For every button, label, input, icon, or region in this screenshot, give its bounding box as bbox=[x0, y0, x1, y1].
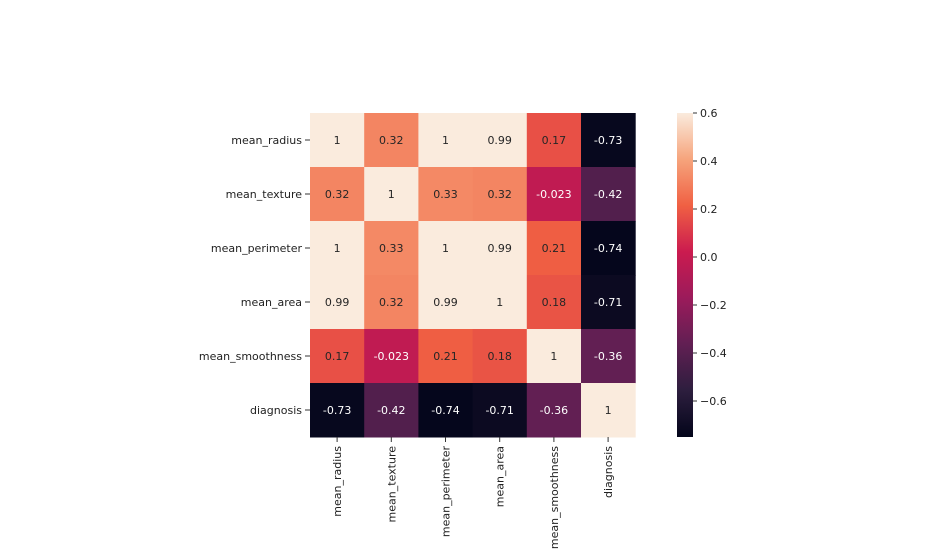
heatmap-cell-mean_smoothness-mean_texture bbox=[364, 329, 419, 384]
x-tick-label: mean_smoothness bbox=[548, 446, 561, 549]
cell-label: -0.42 bbox=[594, 188, 622, 201]
cell-label: 0.32 bbox=[325, 188, 350, 201]
cell-label: -0.36 bbox=[540, 404, 568, 417]
colorbar: 0.6 0.4 0.2 0.0 −0.2 −0.4 −0.6 bbox=[677, 107, 727, 437]
cell-label: 0.33 bbox=[379, 242, 404, 255]
x-tick-label: mean_perimeter bbox=[440, 446, 453, 538]
heatmap-cell-mean_perimeter-mean_smoothness bbox=[526, 221, 582, 276]
heatmap-cell-diagnosis-mean_radius bbox=[310, 383, 365, 438]
heatmap-cell-mean_texture-mean_texture bbox=[364, 167, 419, 222]
heatmap-cell-mean_texture-mean_area bbox=[472, 167, 528, 222]
cell-label: 0.33 bbox=[433, 188, 458, 201]
colorbar-tick-label: −0.6 bbox=[700, 395, 727, 408]
heatmap-cell-mean_texture-mean_radius bbox=[310, 167, 365, 222]
cell-label: -0.74 bbox=[431, 404, 459, 417]
heatmap-cell-mean_texture-diagnosis bbox=[581, 167, 636, 222]
cell-annotations: 1 0.32 1 0.99 0.17 -0.73 0.32 1 0.33 0.32 -0.023 -0… bbox=[323, 134, 622, 417]
cell-label: -0.023 bbox=[374, 350, 409, 363]
cell-label: 0.99 bbox=[487, 242, 512, 255]
colorbar-tick-label: −0.4 bbox=[700, 347, 727, 360]
cell-label: 0.99 bbox=[487, 134, 512, 147]
heatmap-cell-diagnosis-mean_texture bbox=[364, 383, 419, 438]
heatmap-cell-mean_perimeter-mean_perimeter bbox=[418, 221, 474, 276]
heatmap-cell-mean_area-diagnosis bbox=[581, 275, 636, 330]
heatmap-cell-mean_perimeter-mean_texture bbox=[364, 221, 419, 276]
cell-label: 0.17 bbox=[325, 350, 350, 363]
y-tick-label: mean_texture bbox=[226, 188, 303, 201]
x-tick-label: mean_radius bbox=[331, 446, 344, 517]
cell-label: 0.32 bbox=[487, 188, 512, 201]
heatmap-cell-mean_perimeter-mean_radius bbox=[310, 221, 365, 276]
cell-label: 1 bbox=[550, 350, 557, 363]
x-tick-label: diagnosis bbox=[602, 446, 615, 498]
x-tick-label: mean_texture bbox=[385, 446, 398, 523]
heatmap-cell-mean_area-mean_perimeter bbox=[418, 275, 474, 330]
cell-label: -0.023 bbox=[536, 188, 571, 201]
cell-label: 1 bbox=[496, 296, 503, 309]
heatmap-cell-mean_radius-mean_radius bbox=[310, 113, 365, 168]
heatmap-cell-mean_area-mean_radius bbox=[310, 275, 365, 330]
heatmap-cell-mean_texture-mean_smoothness bbox=[526, 167, 582, 222]
heatmap-cell-mean_radius-mean_area bbox=[472, 113, 528, 168]
y-axis: mean_radius mean_texture mean_perimetermea… bbox=[199, 134, 310, 417]
heatmap-cells bbox=[310, 113, 636, 438]
x-tick-label: mean_area bbox=[494, 446, 507, 507]
y-tick-label: mean_smoothness bbox=[199, 350, 302, 363]
heatmap-cell-mean_area-mean_texture bbox=[364, 275, 419, 330]
x-axis: mean_radius mean_texture mean_perimeter mea… bbox=[331, 437, 615, 549]
cell-label: 0.32 bbox=[379, 296, 404, 309]
colorbar-tick-label: 0.4 bbox=[700, 155, 718, 168]
cell-label: -0.71 bbox=[594, 296, 622, 309]
cell-label: 0.99 bbox=[325, 296, 350, 309]
cell-label: -0.74 bbox=[594, 242, 622, 255]
heatmap-cell-mean_perimeter-diagnosis bbox=[581, 221, 636, 276]
cell-label: 0.21 bbox=[433, 350, 458, 363]
heatmap-cell-mean_radius-mean_perimeter bbox=[418, 113, 474, 168]
heatmap-cell-mean_smoothness-mean_smoothness bbox=[526, 329, 582, 384]
colorbar-gradient bbox=[677, 113, 693, 437]
heatmap-cell-mean_smoothness-diagnosis bbox=[581, 329, 636, 384]
heatmap-cell-mean_radius-diagnosis bbox=[581, 113, 636, 168]
y-tick-label: mean_area bbox=[241, 296, 302, 309]
colorbar-tick-label: 0.2 bbox=[700, 203, 718, 216]
cell-label: 1 bbox=[334, 134, 341, 147]
y-tick-label: diagnosis bbox=[250, 404, 302, 417]
cell-label: 0.32 bbox=[379, 134, 404, 147]
heatmap-cell-mean_smoothness-mean_perimeter bbox=[418, 329, 474, 384]
cell-label: 0.18 bbox=[542, 296, 567, 309]
heatmap-cell-diagnosis-mean_smoothness bbox=[526, 383, 582, 438]
cell-label: 1 bbox=[334, 242, 341, 255]
cell-label: -0.73 bbox=[323, 404, 351, 417]
heatmap-cell-diagnosis-diagnosis bbox=[581, 383, 636, 438]
heatmap-cell-mean_area-mean_area bbox=[472, 275, 528, 330]
cell-label: -0.71 bbox=[485, 404, 513, 417]
heatmap-cell-mean_smoothness-mean_radius bbox=[310, 329, 365, 384]
heatmap-cell-mean_radius-mean_texture bbox=[364, 113, 419, 168]
cell-label: 1 bbox=[388, 188, 395, 201]
cell-label: 1 bbox=[442, 242, 449, 255]
heatmap-cell-mean_perimeter-mean_area bbox=[472, 221, 528, 276]
colorbar-tick-label: −0.2 bbox=[700, 299, 727, 312]
heatmap-cell-mean_area-mean_smoothness bbox=[526, 275, 582, 330]
cell-label: 0.17 bbox=[542, 134, 567, 147]
heatmap-cell-mean_smoothness-mean_area bbox=[472, 329, 528, 384]
cell-label: 1 bbox=[442, 134, 449, 147]
heatmap-cell-diagnosis-mean_perimeter bbox=[418, 383, 474, 438]
colorbar-tick-label: 0.0 bbox=[700, 251, 718, 264]
y-tick-label: mean_perimeter bbox=[211, 242, 303, 255]
y-tick-label: mean_radius bbox=[231, 134, 302, 147]
cell-label: 1 bbox=[605, 404, 612, 417]
heatmap-cell-diagnosis-mean_area bbox=[472, 383, 528, 438]
colorbar-tick-label: 0.6 bbox=[700, 107, 718, 120]
cell-label: -0.42 bbox=[377, 404, 405, 417]
cell-label: -0.73 bbox=[594, 134, 622, 147]
cell-label: -0.36 bbox=[594, 350, 622, 363]
cell-label: 0.99 bbox=[433, 296, 458, 309]
cell-label: 0.18 bbox=[487, 350, 512, 363]
cell-label: 0.21 bbox=[542, 242, 567, 255]
heatmap-cell-mean_radius-mean_smoothness bbox=[526, 113, 582, 168]
heatmap-cell-mean_texture-mean_perimeter bbox=[418, 167, 474, 222]
colorbar-ticks: 0.6 0.4 0.2 0.0 −0.2 −0.4 −0.6 bbox=[693, 107, 727, 408]
